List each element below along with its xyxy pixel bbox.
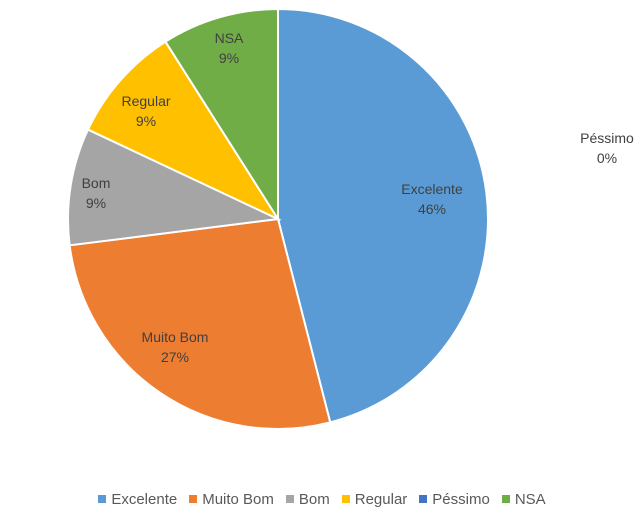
pie-slices [67,7,489,430]
pie-slice-excelente [277,7,489,424]
legend-item-excelente: Excelente [98,491,177,508]
pie-slice-regular [86,40,281,222]
legend-swatch [419,495,428,503]
legend-item-bom: Bom [285,490,330,508]
data-label-nsa: NSA 9% [215,30,244,66]
legend-label: Péssimo [432,490,490,508]
legend-swatch [501,495,510,503]
legend-swatch [285,495,294,503]
pie-labels: Excelente 46% Muito Bom 27% Bom 9% Regular 9% Pé… [82,30,634,365]
pie-slice-nsa [164,7,279,223]
data-label-regular: Regular 9% [121,93,170,129]
legend-item-péssimo: Péssimo [419,491,490,508]
pie-slice-muito-bom [68,217,332,430]
pie-slice-bom [67,128,282,247]
data-label-bom: Bom 9% [82,175,111,211]
chart-legend: Excelente Muito Bom Bom Regular Péssimo NSA [0,490,644,508]
legend-label: Bom [298,490,330,508]
data-label-muito-bom: Muito Bom 27% [142,329,209,365]
legend-swatch [341,495,350,503]
legend-label: Excelente [111,490,178,508]
legend-label: Muito Bom [202,490,274,508]
legend-swatch [98,495,107,503]
legend-item-nsa: NSA [501,490,546,508]
legend-swatch [189,495,198,503]
data-label-péssimo: Péssimo 0% [580,130,634,166]
data-label-excelente: Excelente 46% [401,181,463,217]
pie-chart: Excelente 46% Muito Bom 27% Bom 9% Regular 9% Pé… [67,7,634,430]
legend-item-regular: Regular [341,490,408,508]
legend-item-muito-bom: Muito Bom [189,491,274,508]
legend-label: NSA [514,490,546,508]
legend-label: Regular [354,490,408,508]
